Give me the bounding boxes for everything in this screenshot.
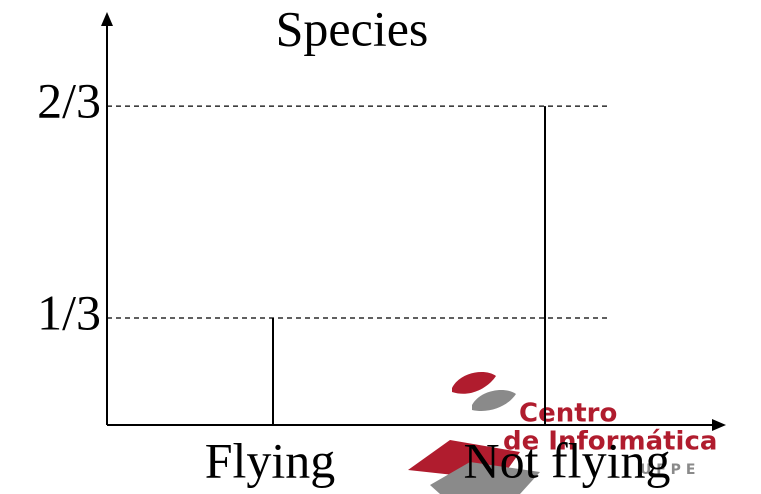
logo-text: Centro xyxy=(519,399,617,429)
y-tick-label: 2/3 xyxy=(37,73,101,129)
logo-shape xyxy=(430,462,540,494)
logo-shape xyxy=(452,372,496,394)
y-tick-label: 1/3 xyxy=(37,284,101,340)
y-axis-arrow xyxy=(101,12,113,26)
x-tick-label: Flying xyxy=(205,432,336,488)
logo-text: U F P E xyxy=(640,462,695,478)
logo: Centro de Informática U F P E xyxy=(408,372,717,494)
x-axis-arrow xyxy=(712,419,726,431)
axis-title: Species xyxy=(276,0,429,56)
logo-shape xyxy=(472,389,516,412)
x-tick-label: Not flying xyxy=(464,432,671,488)
logo-text: de Informática xyxy=(503,427,717,457)
